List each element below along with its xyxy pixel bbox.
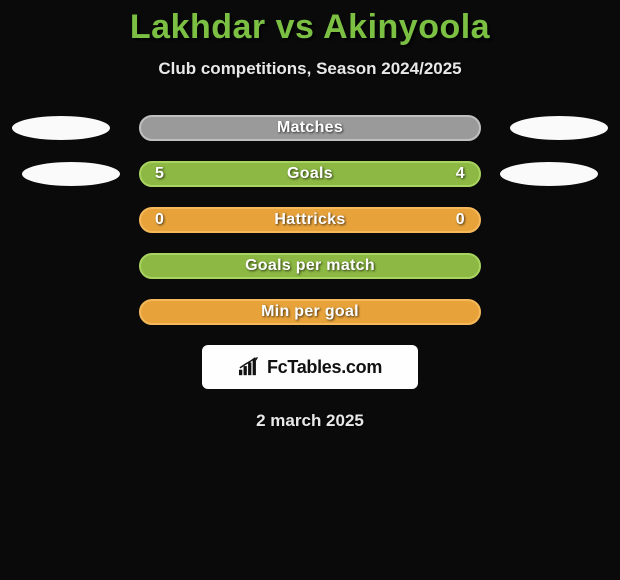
stat-rows: Matches 5 Goals 4 0 Hattricks 0 bbox=[0, 115, 620, 325]
player-marker-right bbox=[510, 116, 608, 140]
stat-pill: Goals per match bbox=[139, 253, 481, 279]
stat-row-min-per-goal: Min per goal bbox=[0, 299, 620, 325]
player-marker-left bbox=[22, 162, 120, 186]
date-text: 2 march 2025 bbox=[256, 411, 364, 431]
stat-pill: 5 Goals 4 bbox=[139, 161, 481, 187]
player-marker-left bbox=[12, 116, 110, 140]
stat-row-hattricks: 0 Hattricks 0 bbox=[0, 207, 620, 233]
stat-label: Goals per match bbox=[245, 257, 375, 275]
player-marker-right bbox=[500, 162, 598, 186]
stat-label: Hattricks bbox=[274, 211, 345, 229]
stat-label: Min per goal bbox=[261, 303, 359, 321]
stat-label: Matches bbox=[277, 119, 343, 137]
stat-row-matches: Matches bbox=[0, 115, 620, 141]
subtitle: Club competitions, Season 2024/2025 bbox=[158, 59, 461, 79]
stat-row-goals: 5 Goals 4 bbox=[0, 161, 620, 187]
stat-label: Goals bbox=[287, 165, 333, 183]
chart-icon bbox=[238, 357, 260, 377]
stat-pill: Min per goal bbox=[139, 299, 481, 325]
stat-value-right: 4 bbox=[456, 165, 465, 183]
page-title: Lakhdar vs Akinyoola bbox=[130, 8, 490, 47]
comparison-card: Lakhdar vs Akinyoola Club competitions, … bbox=[0, 0, 620, 431]
stat-pill: 0 Hattricks 0 bbox=[139, 207, 481, 233]
stat-pill: Matches bbox=[139, 115, 481, 141]
stat-value-left: 5 bbox=[155, 165, 164, 183]
brand-text: FcTables.com bbox=[267, 357, 382, 378]
stat-row-goals-per-match: Goals per match bbox=[0, 253, 620, 279]
stat-value-right: 0 bbox=[456, 211, 465, 229]
stat-value-left: 0 bbox=[155, 211, 164, 229]
brand-logo: FcTables.com bbox=[202, 345, 418, 389]
